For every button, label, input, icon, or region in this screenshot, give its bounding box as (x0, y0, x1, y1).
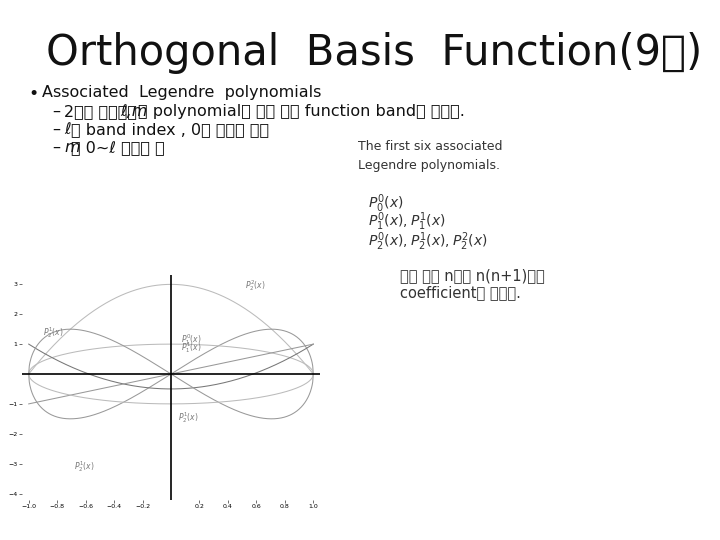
Text: 은 0~ℓ 사이의 값: 은 0~ℓ 사이의 값 (71, 140, 165, 155)
Text: –: – (52, 140, 60, 155)
Text: 은 polynomial을 여러 개의 function band로 나눐다.: 은 polynomial을 여러 개의 function band로 나눐다. (138, 104, 465, 119)
Text: Associated  Legendre  polynomials: Associated Legendre polynomials (42, 85, 321, 100)
Text: 위와 같이 n개면 n(n+1)개의: 위와 같이 n개면 n(n+1)개의 (400, 268, 545, 283)
Text: ℓ,m: ℓ,m (121, 104, 148, 119)
Text: $P_2^2(x)$: $P_2^2(x)$ (245, 279, 266, 293)
Text: •: • (28, 85, 38, 103)
Text: Orthogonal  Basis  Function(9쪽): Orthogonal Basis Function(9쪽) (46, 32, 702, 74)
Text: $P_2^1(x)$: $P_2^1(x)$ (43, 325, 63, 340)
Text: $P_2^1(x)$: $P_2^1(x)$ (178, 410, 199, 425)
Text: $P_1^0(x)$: $P_1^0(x)$ (181, 332, 202, 347)
Text: $P_1^0(x), P_1^1(x)$: $P_1^0(x), P_1^1(x)$ (368, 210, 446, 233)
Text: m: m (64, 140, 80, 155)
Text: $P_2^0(x), P_2^1(x), P_2^2(x)$: $P_2^0(x), P_2^1(x), P_2^2(x)$ (368, 230, 487, 253)
Text: 2개의 아규먼트: 2개의 아규먼트 (64, 104, 142, 119)
Text: $P_2^1(x)$: $P_2^1(x)$ (74, 459, 95, 474)
Text: The first six associated
Legendre polynomials.: The first six associated Legendre polyno… (358, 140, 503, 172)
Text: ℓ: ℓ (64, 122, 71, 137)
Text: $P_0^0(x)$: $P_0^0(x)$ (368, 192, 404, 214)
Text: 은 band index , 0을 포함한 양수: 은 band index , 0을 포함한 양수 (71, 122, 269, 137)
Text: coefficient를 구한다.: coefficient를 구한다. (400, 285, 521, 300)
Text: –: – (52, 122, 60, 137)
Text: $P_1^1(x)$: $P_1^1(x)$ (181, 340, 202, 355)
Text: –: – (52, 104, 60, 119)
